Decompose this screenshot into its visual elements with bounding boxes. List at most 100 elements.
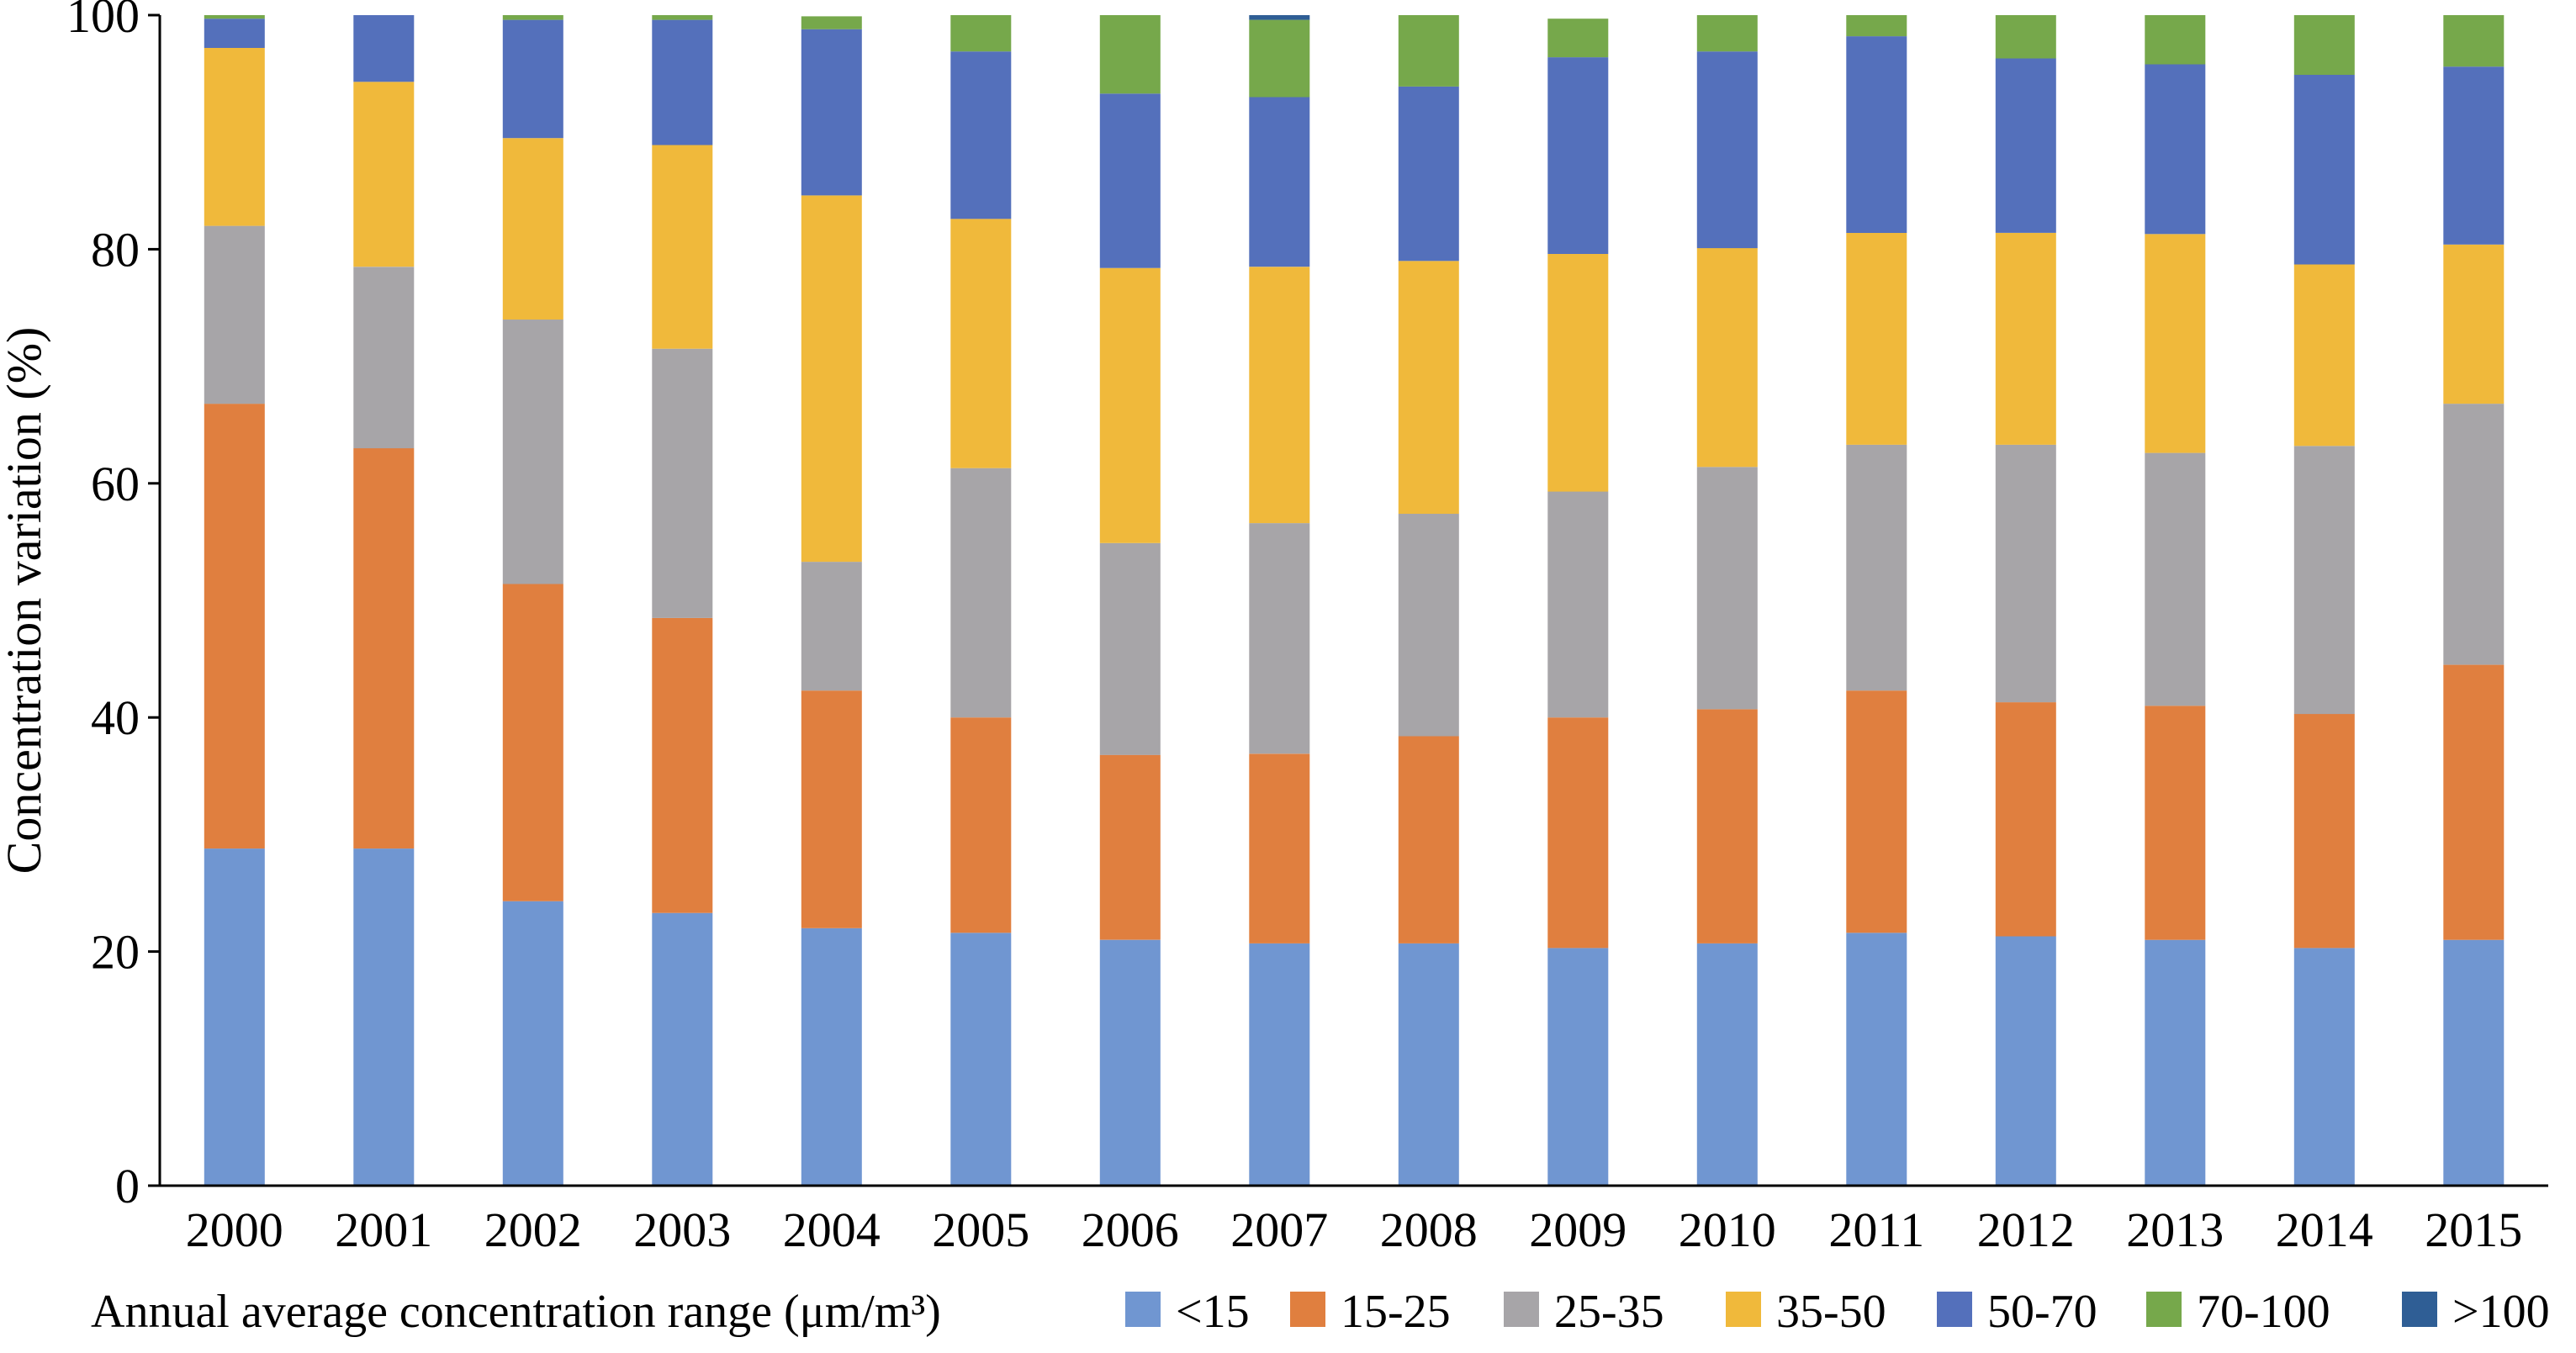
bar-segment-2013-series-2 (2145, 706, 2206, 940)
bar-segment-2008-series-3 (1398, 514, 1459, 737)
bar-segment-2009-series-4 (1547, 254, 1609, 492)
bar-segment-2015-series-3 (2443, 404, 2505, 665)
bar-segment-2005-series-5 (950, 51, 1012, 219)
bar-segment-2004-series-3 (801, 562, 862, 691)
bar-segment-2008-series-1 (1398, 943, 1459, 1186)
x-tick-label: 2007 (1230, 1202, 1328, 1257)
x-tick-label: 2012 (1977, 1202, 2075, 1257)
bar-segment-2001-series-4 (353, 82, 415, 267)
bar-segment-2009-series-1 (1547, 948, 1609, 1186)
bar-segment-2003-series-3 (652, 348, 713, 618)
x-tick-label: 2014 (2276, 1202, 2373, 1257)
x-tick-labels-group: 2000 2001 2002 2003 2004 2005 2006 2007 2008 2009… (186, 1202, 2523, 1257)
legend-swatch-7 (2402, 1292, 2437, 1327)
bar-segment-2012-series-3 (1995, 444, 2056, 703)
bar-segment-2011-series-3 (1846, 444, 1907, 691)
bar-segment-2008-series-4 (1398, 261, 1459, 514)
bar-segment-2000-series-3 (204, 225, 265, 404)
bar-segment-2002-series-5 (502, 19, 563, 139)
bar-segment-2000-series-1 (204, 848, 265, 1186)
x-tick-label: 2013 (2126, 1202, 2224, 1257)
bar-segment-2006-series-2 (1099, 754, 1161, 940)
bar-segment-2006-series-6 (1099, 15, 1161, 94)
x-tick-label: 2009 (1529, 1202, 1627, 1257)
bar-segment-2001-series-3 (353, 267, 415, 449)
bar-segment-2011-series-2 (1846, 690, 1907, 933)
bar-segment-2014-series-3 (2293, 446, 2355, 715)
bar-segment-2002-series-2 (502, 584, 563, 901)
bar-segment-2012-series-2 (1995, 702, 2056, 937)
bar-segment-2013-series-4 (2145, 234, 2206, 453)
bar-segment-2006-series-5 (1099, 93, 1161, 268)
bar-segment-2000-series-5 (204, 18, 265, 48)
bar-segment-2012-series-4 (1995, 232, 2056, 445)
bar-segment-2003-series-4 (652, 145, 713, 349)
bar-segment-2004-series-2 (801, 690, 862, 928)
y-tick-label: 20 (91, 925, 140, 980)
bar-segment-2011-series-1 (1846, 933, 1907, 1186)
bar-segment-2014-series-6 (2293, 15, 2355, 75)
legend-label-1: <15 (1176, 1286, 1250, 1338)
bar-segment-2013-series-6 (2145, 15, 2206, 65)
bar-segment-2004-series-4 (801, 195, 862, 563)
bar-segment-2011-series-6 (1846, 15, 1907, 37)
x-tick-label: 2006 (1082, 1202, 1179, 1257)
bar-segment-2015-series-2 (2443, 664, 2505, 940)
x-tick-label: 2000 (186, 1202, 283, 1257)
x-tick-label: 2005 (932, 1202, 1029, 1257)
bar-segment-2011-series-5 (1846, 36, 1907, 233)
bar-segment-2013-series-3 (2145, 452, 2206, 706)
bar-segment-2014-series-4 (2293, 264, 2355, 447)
bar-segment-2012-series-1 (1995, 936, 2056, 1186)
bar-segment-2015-series-4 (2443, 244, 2505, 404)
y-tick-label: 100 (66, 0, 140, 43)
bar-segment-2002-series-6 (502, 15, 563, 20)
y-ticks-group: 0 20 40 60 80 100 (66, 0, 160, 1213)
legend-swatch-3 (1504, 1292, 1539, 1327)
bar-segment-2010-series-4 (1696, 248, 1758, 468)
x-tick-label: 2008 (1380, 1202, 1478, 1257)
bar-segment-2005-series-4 (950, 219, 1012, 468)
bar-segment-2007-series-2 (1249, 753, 1310, 943)
bar-segment-2013-series-5 (2145, 64, 2206, 235)
legend-swatch-5 (1937, 1292, 1972, 1327)
bar-segment-2009-series-2 (1547, 717, 1609, 949)
bar-segment-2011-series-4 (1846, 232, 1907, 445)
bar-segment-2002-series-4 (502, 138, 563, 320)
bar-segment-2005-series-2 (950, 717, 1012, 933)
bar-segment-2008-series-5 (1398, 86, 1459, 262)
bar-segment-2000-series-6 (204, 15, 265, 19)
bar-segment-2015-series-5 (2443, 66, 2505, 245)
bar-segment-2009-series-3 (1547, 491, 1609, 718)
y-tick-label: 40 (91, 690, 140, 745)
legend-label-2: 15-25 (1341, 1286, 1451, 1338)
bar-segment-2007-series-4 (1249, 267, 1310, 524)
x-tick-label: 2002 (484, 1202, 582, 1257)
bar-segment-2009-series-6 (1547, 18, 1609, 58)
bar-segment-2015-series-1 (2443, 939, 2505, 1186)
legend-swatch-1 (1125, 1292, 1161, 1327)
axes-group (158, 15, 2548, 1187)
bar-segment-2007-series-1 (1249, 943, 1310, 1186)
bar-segment-2002-series-1 (502, 901, 563, 1186)
bar-segment-2012-series-5 (1995, 58, 2056, 233)
legend-swatch-4 (1726, 1292, 1761, 1327)
bar-segment-2000-series-2 (204, 404, 265, 849)
bar-segment-2007-series-5 (1249, 97, 1310, 267)
bar-segment-2003-series-6 (652, 15, 713, 20)
bar-segment-2014-series-1 (2293, 948, 2355, 1186)
bar-segment-2007-series-3 (1249, 523, 1310, 754)
bar-segment-2012-series-6 (1995, 15, 2056, 59)
bar-segment-2003-series-5 (652, 19, 713, 145)
legend-swatch-2 (1290, 1292, 1325, 1327)
bar-segment-2008-series-2 (1398, 736, 1459, 943)
bar-segment-2003-series-2 (652, 617, 713, 913)
legend-swatch-6 (2146, 1292, 2182, 1327)
bar-segment-2014-series-2 (2293, 714, 2355, 949)
x-tick-label: 2003 (633, 1202, 731, 1257)
bar-segment-2004-series-6 (801, 16, 862, 29)
bar-segment-2010-series-6 (1696, 15, 1758, 52)
bar-segment-2002-series-3 (502, 319, 563, 584)
legend-label-7: >100 (2452, 1286, 2550, 1338)
